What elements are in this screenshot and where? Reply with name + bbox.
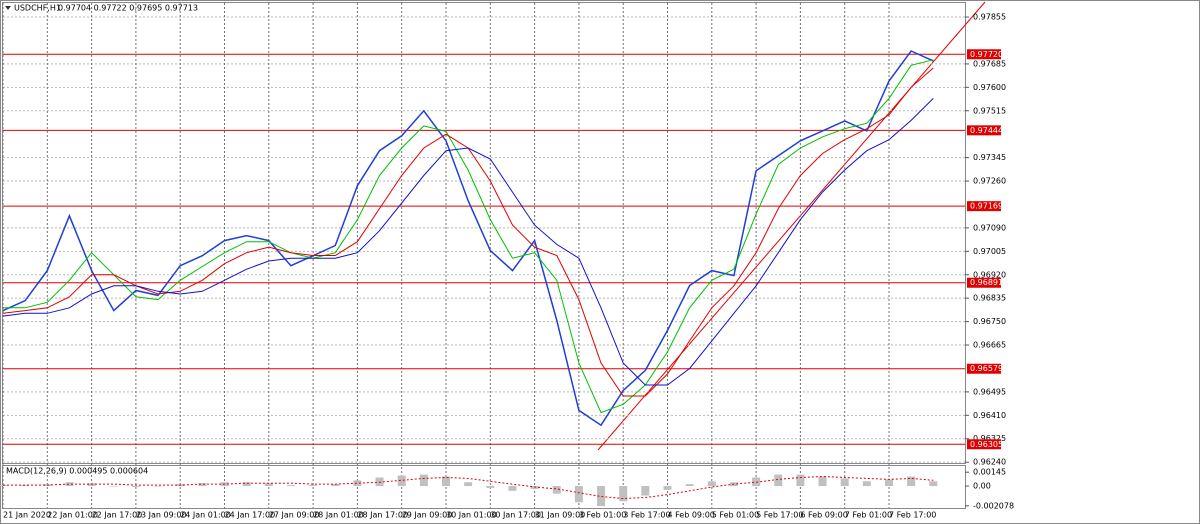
macd-bar	[929, 481, 938, 487]
macd-bar	[264, 483, 273, 487]
level-label: 0.97169	[970, 202, 1003, 211]
macd-bar	[574, 486, 583, 503]
macd-bar	[442, 476, 450, 487]
macd-bar	[65, 482, 74, 487]
x-tick-label: 28 Jan 01:00	[313, 511, 364, 520]
y-tick-label: 0.96495	[973, 387, 1006, 396]
y-tick-label: -0.002078	[973, 501, 1014, 510]
macd-bar	[397, 475, 406, 487]
y-tick-label: 0.96835	[973, 294, 1006, 303]
x-tick-label: 24 Jan 17:00	[225, 511, 276, 520]
macd-bar	[885, 479, 893, 487]
x-tick-label: 3 Feb 17:00	[623, 511, 670, 520]
macd-bar	[87, 483, 96, 487]
macd-bar	[707, 481, 716, 487]
level-label-box	[967, 439, 1001, 450]
trend-line	[597, 1, 986, 451]
x-tick-label: 4 Feb 09:00	[668, 511, 715, 520]
y-tick-label: 0.96665	[973, 341, 1006, 350]
collapse-icon	[5, 6, 11, 10]
macd-bar	[464, 482, 473, 487]
level-label: 0.96305	[970, 440, 1003, 449]
x-tick-label: 5 Feb 17:00	[756, 511, 803, 520]
y-tick-label: 0.97260	[973, 177, 1006, 186]
y-tick-label: 0.96240	[973, 458, 1006, 467]
macd-bar	[131, 486, 140, 487]
macd-bar	[597, 486, 606, 507]
macd-bar	[486, 486, 495, 488]
x-tick-label: 31 Jan 09:00	[535, 511, 586, 520]
level-label: 0.97720	[970, 50, 1003, 59]
level-label: 0.96891	[970, 278, 1003, 287]
level-label-box	[967, 125, 1001, 136]
y-tick-label: 0.97515	[973, 106, 1006, 115]
x-tick-label: 6 Feb 09:00	[800, 511, 847, 520]
macd-bar	[21, 485, 30, 487]
macd-bar	[641, 486, 650, 496]
moving-average	[3, 59, 934, 414]
x-tick-label: 27 Jan 09:00	[269, 511, 320, 520]
macd-bar	[353, 480, 362, 487]
x-tick-label: 28 Jan 17:00	[357, 511, 408, 520]
y-tick-label: 0.97600	[973, 83, 1006, 92]
macd-bar	[840, 478, 849, 487]
macd-bar	[309, 485, 318, 487]
macd-bar	[774, 474, 783, 487]
macd-bar	[419, 474, 428, 487]
macd-bar	[818, 476, 827, 487]
x-tick-label: 3 Feb 01:00	[579, 511, 626, 520]
level-label-box	[967, 201, 1001, 212]
macd-bar	[685, 484, 694, 487]
y-tick-label: 0.97855	[973, 13, 1006, 22]
y-tick-label: 0.97685	[973, 59, 1006, 68]
level-label-box	[967, 363, 1001, 374]
macd-bar	[862, 481, 871, 487]
x-tick-label: 7 Feb 17:00	[889, 511, 936, 520]
y-tick-label: 0.97090	[973, 223, 1006, 232]
x-tick-label: 21 Jan 2020	[3, 511, 51, 520]
macd-signal	[3, 475, 934, 500]
macd-bar	[508, 486, 517, 491]
x-tick-label: 5 Feb 01:00	[712, 511, 759, 520]
y-tick-label: 0.96920	[973, 270, 1006, 279]
quote-label: 0.97704 0.97722 0.97695 0.97713	[58, 4, 198, 13]
x-tick-label: 23 Jan 09:00	[136, 511, 187, 520]
macd-bar	[663, 486, 672, 490]
x-tick-label: 30 Jan 17:00	[490, 511, 541, 520]
macd-bar	[109, 486, 118, 487]
level-label: 0.96579	[970, 364, 1003, 373]
moving-average	[2, 98, 934, 386]
symbol-label: USDCHF,H1	[14, 4, 61, 13]
y-tick-label: 0.96325	[973, 434, 1006, 443]
y-tick-label: 0.97005	[973, 247, 1006, 256]
macd-bar	[286, 485, 295, 487]
level-label: 0.97444	[970, 126, 1003, 135]
macd-bar	[331, 484, 340, 487]
x-tick-label: 22 Jan 17:00	[92, 511, 143, 520]
y-tick-label: 0.97345	[973, 153, 1006, 162]
y-tick-label: 0.96410	[973, 411, 1006, 420]
macd-bar	[796, 474, 805, 487]
level-label-box	[967, 277, 1001, 288]
y-tick-label: 0.00145	[973, 468, 1006, 477]
level-label-box	[967, 49, 1001, 60]
x-tick-label: 30 Jan 01:00	[446, 511, 497, 520]
y-tick-label: 0.00	[973, 482, 991, 491]
macd-bar	[198, 483, 207, 487]
x-tick-label: 24 Jan 01:00	[180, 511, 231, 520]
macd-bar	[619, 486, 628, 502]
macd-bar	[242, 482, 251, 487]
y-tick-label: 0.96750	[973, 317, 1006, 326]
macd-title: MACD(12,26,9) 0.000495 0.000604	[6, 467, 148, 476]
x-tick-label: 29 Jan 09:00	[402, 511, 453, 520]
macd-bar	[907, 476, 916, 487]
macd-bar	[154, 486, 163, 487]
x-tick-label: 7 Feb 01:00	[845, 511, 892, 520]
macd-bar	[552, 486, 561, 494]
price-line	[2, 50, 934, 427]
x-tick-label: 22 Jan 01:00	[47, 511, 98, 520]
